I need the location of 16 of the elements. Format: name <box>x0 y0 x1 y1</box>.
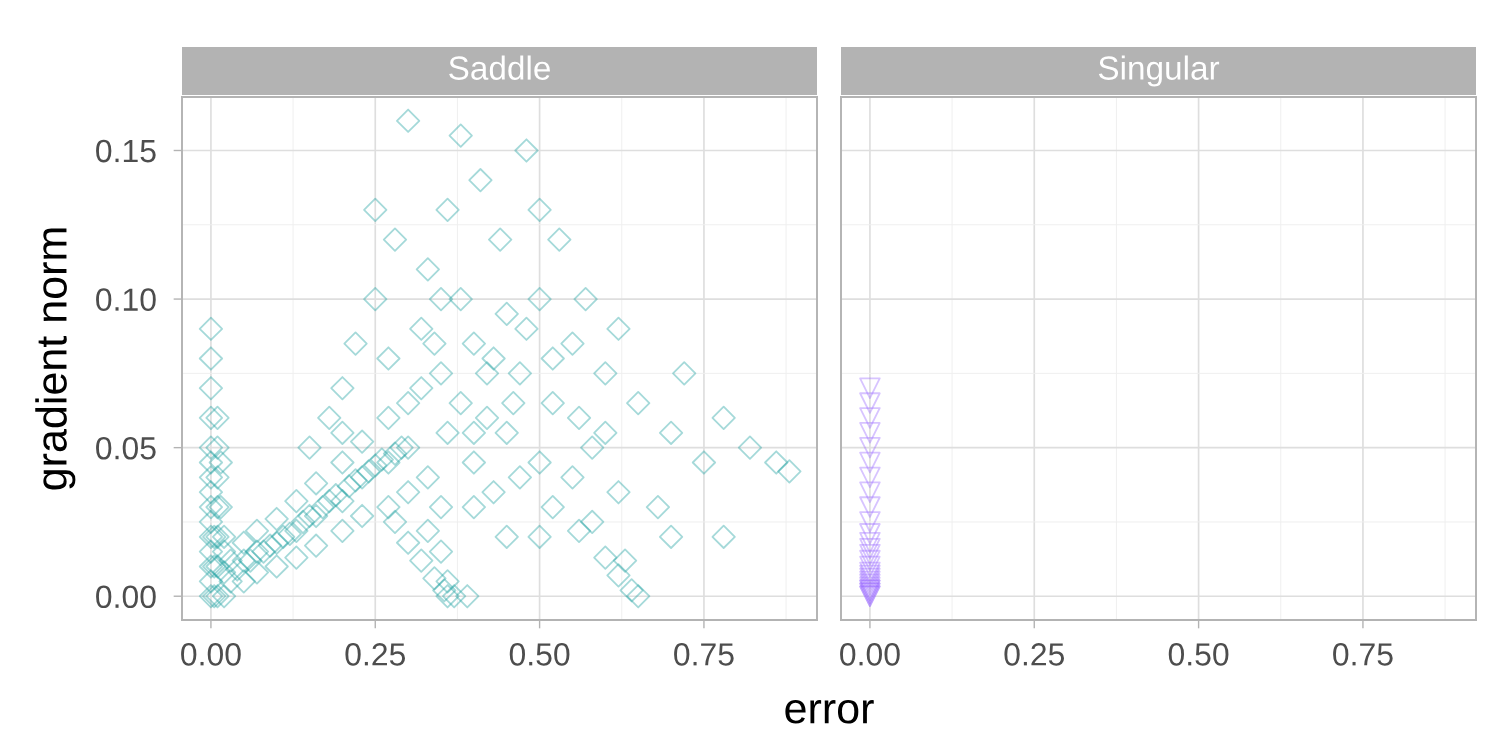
x-tick-label: 0.75 <box>674 643 734 666</box>
y-tick-label: 0.00 <box>96 585 156 609</box>
chart-title: Singular <box>1098 55 1220 87</box>
x-tick-label: 0.25 <box>345 643 406 666</box>
x-axis-title: error <box>785 699 874 724</box>
y-tick-label: 0.15 <box>96 139 156 163</box>
y-tick-label: 0.05 <box>96 436 156 460</box>
x-tick-label: 0.75 <box>1333 643 1393 666</box>
y-tick-label: 0.10 <box>96 288 156 311</box>
x-tick-label: 0.50 <box>509 643 570 666</box>
x-tick-label: 0.50 <box>1168 643 1229 666</box>
y-axis-title: gradient norm <box>35 228 76 490</box>
x-tick-label: 0.00 <box>840 643 900 666</box>
chart-title: Saddle <box>449 55 550 80</box>
x-tick-label: 0.00 <box>181 643 241 666</box>
x-tick-label: 0.25 <box>1004 643 1065 666</box>
